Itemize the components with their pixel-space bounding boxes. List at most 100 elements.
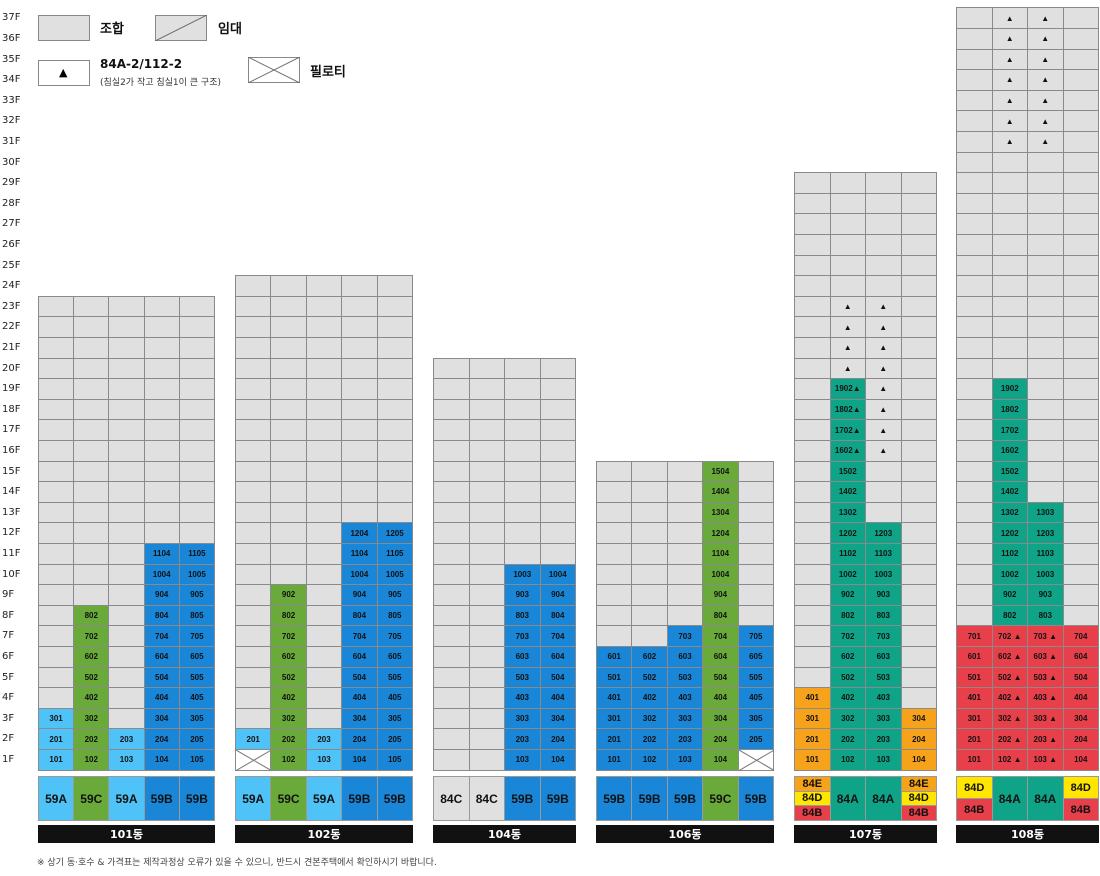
empty-unit-cell — [143, 481, 180, 503]
unit-cell: 104 — [341, 749, 378, 771]
empty-unit-cell — [794, 501, 831, 524]
unit-cell: 405 — [178, 687, 215, 709]
empty-unit-cell — [1062, 110, 1099, 132]
empty-unit-cell — [235, 543, 272, 565]
empty-unit-cell — [143, 378, 180, 400]
unit-cell: 203 — [666, 728, 704, 750]
empty-unit-cell — [956, 28, 993, 50]
unit-cell: 701 — [956, 625, 993, 647]
unit-cell: 203 ▲ — [1027, 728, 1064, 750]
unit-cell: 1404 — [702, 481, 739, 503]
unit-cell: 602 — [73, 646, 110, 668]
empty-unit-cell — [794, 234, 831, 256]
empty-unit-cell — [270, 440, 307, 462]
empty-unit-cell — [73, 481, 110, 503]
empty-unit-cell — [178, 337, 215, 359]
unit-cell: 1004 — [539, 563, 576, 586]
empty-unit-cell — [1062, 151, 1099, 174]
unit-type-label: 84A — [991, 776, 1028, 821]
floor-label: 28F — [2, 197, 21, 209]
empty-unit-cell — [956, 481, 993, 503]
empty-unit-cell: ▲ — [991, 89, 1028, 112]
unit-cell: 202 — [631, 728, 668, 750]
floor-label: 21F — [2, 342, 21, 353]
empty-unit-cell — [539, 419, 576, 441]
empty-unit-cell — [433, 749, 470, 771]
empty-unit-cell — [865, 192, 902, 215]
empty-unit-cell — [900, 234, 937, 256]
empty-unit-cell — [794, 646, 831, 668]
empty-unit-cell — [235, 563, 272, 586]
empty-unit-cell — [143, 337, 180, 359]
legend-type-note: (침실2가 작고 침실1이 큰 구조) — [100, 78, 221, 88]
empty-unit-cell: ▲ — [991, 131, 1028, 153]
empty-unit-cell — [376, 295, 413, 318]
unit-cell: 704 — [539, 625, 576, 647]
empty-unit-cell — [235, 707, 272, 730]
empty-unit-cell — [865, 275, 902, 297]
empty-unit-cell — [376, 440, 413, 462]
empty-unit-cell — [38, 295, 75, 318]
empty-unit-cell — [235, 316, 272, 338]
unit-cell: 303 ▲ — [1027, 707, 1064, 730]
unit-cell: 802 — [829, 604, 866, 627]
empty-unit-cell — [270, 398, 307, 421]
triangle-icon: ▲ — [843, 302, 852, 312]
empty-unit-cell — [794, 295, 831, 318]
empty-unit-cell — [504, 481, 541, 503]
unit-cell: 1602▲ — [829, 440, 866, 462]
empty-unit-cell: ▲ — [1027, 48, 1064, 71]
unit-cell: 301 — [794, 707, 831, 730]
empty-unit-cell — [1027, 172, 1064, 194]
unit-cell: 103 ▲ — [1027, 749, 1064, 771]
empty-unit-cell — [1027, 460, 1064, 483]
unit-cell: 505 — [178, 666, 215, 689]
empty-unit-cell — [433, 584, 470, 606]
unit-cell: 1204 — [341, 522, 378, 544]
empty-unit-cell — [143, 419, 180, 441]
empty-unit-cell — [305, 543, 343, 565]
empty-unit-cell — [900, 646, 937, 668]
empty-unit-cell — [341, 337, 378, 359]
floor-label: 37F — [2, 12, 21, 24]
empty-unit-cell — [73, 440, 110, 462]
empty-unit-cell — [468, 419, 505, 441]
empty-unit-cell — [666, 501, 704, 524]
unit-cell: 302 — [73, 707, 110, 730]
unit-cell: 205 — [737, 728, 774, 750]
empty-unit-cell — [991, 234, 1028, 256]
unit-cell: 403 — [504, 687, 541, 709]
empty-unit-cell: ▲ — [829, 357, 866, 380]
empty-unit-cell — [900, 481, 937, 503]
empty-unit-cell — [143, 440, 180, 462]
empty-unit-cell — [1062, 69, 1099, 91]
floor-label: 12F — [2, 527, 21, 539]
unit-cell: 404 — [702, 687, 739, 709]
empty-unit-cell — [865, 254, 902, 277]
empty-unit-cell — [433, 543, 470, 565]
empty-unit-cell — [865, 172, 902, 194]
footnote: ※ 상기 동·호수 & 가격표는 제작과정상 오류가 있을 수 있으니, 반드시… — [37, 858, 437, 868]
floor-label: 9F — [2, 589, 15, 601]
empty-unit-cell — [900, 460, 937, 483]
unit-cell: 1104 — [341, 543, 378, 565]
unit-cell: 603 — [865, 646, 902, 668]
empty-unit-cell — [1062, 543, 1099, 565]
unit-type-label: 59B — [539, 776, 576, 821]
empty-unit-cell — [305, 687, 343, 709]
empty-unit-cell — [468, 543, 505, 565]
empty-unit-cell — [468, 707, 505, 730]
unit-cell: 101 — [794, 749, 831, 771]
unit-cell: 203 — [305, 728, 343, 750]
unit-cell: 1702 — [991, 419, 1028, 441]
empty-unit-cell — [270, 419, 307, 441]
empty-unit-cell — [1062, 131, 1099, 153]
unit-cell: 1105 — [376, 543, 413, 565]
unit-cell: 1103 — [1027, 543, 1064, 565]
unit-cell: 705 — [178, 625, 215, 647]
unit-type-label: 84A — [865, 776, 902, 821]
unit-cell: 1602 — [991, 440, 1028, 462]
empty-unit-cell — [341, 378, 378, 400]
unit-cell: 1802▲ — [829, 398, 866, 421]
empty-unit-cell — [73, 522, 110, 544]
